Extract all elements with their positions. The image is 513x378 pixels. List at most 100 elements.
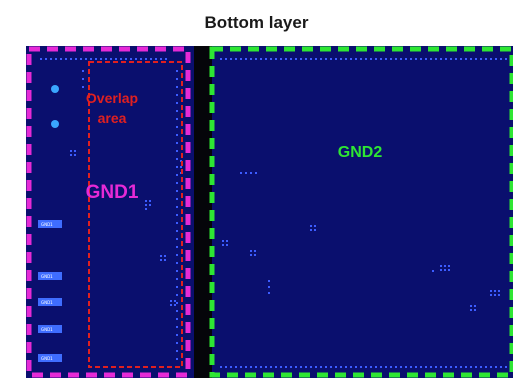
via-dot [360,58,362,60]
via-dot [270,58,272,60]
via-dot [440,265,442,267]
via-dot [55,58,57,60]
via-dot [314,225,316,227]
via-dot [226,244,228,246]
via-dot [70,58,72,60]
via-dot [494,290,496,292]
via-dot [65,58,67,60]
via-dot [95,58,97,60]
via-dot [75,58,77,60]
via-dot [290,58,292,60]
pad-label: GND1 [41,274,53,279]
via-dot [250,172,252,174]
via-dot [176,222,178,224]
via-dot [365,58,367,60]
via-dot [505,366,507,368]
via-dot [225,58,227,60]
via-dot [415,366,417,368]
via-dot [500,58,502,60]
via-dot [448,265,450,267]
gnd1-boundary [26,46,191,378]
via-dot [176,230,178,232]
via-dot [240,172,242,174]
via-dot [176,246,178,248]
via-dot [180,166,182,168]
via-dot [485,366,487,368]
via-dot [470,366,472,368]
pad-icon [38,298,62,306]
via-dot [425,366,427,368]
via-dot [250,254,252,256]
pad-icon [38,325,62,333]
via-dot [448,269,450,271]
via-dot [430,58,432,60]
via-dot [340,58,342,60]
via-dot [505,58,507,60]
via-dot [82,86,84,88]
via-dot [265,58,267,60]
via-dot [245,58,247,60]
pad-icon [38,220,62,228]
via-dot [82,78,84,80]
via-dot [465,366,467,368]
via-dot [310,225,312,227]
via-dot [470,305,472,307]
via-dot [176,118,178,120]
via-dot [375,58,377,60]
via-dot [45,58,47,60]
via-dot [440,58,442,60]
via-dot [176,334,178,336]
via-dot [176,214,178,216]
via-dot [270,366,272,368]
via-dot [176,78,178,80]
via-dot [480,366,482,368]
via-dot [395,58,397,60]
via-dot [330,58,332,60]
via-dot [285,58,287,60]
via-dot [176,318,178,320]
via-dot [440,269,442,271]
via-dot [176,70,178,72]
via-dot [280,366,282,368]
via-dot [240,58,242,60]
via-dot [176,110,178,112]
via-dot [490,294,492,296]
via-dot [174,304,176,306]
via-dot [176,182,178,184]
via-dot [255,58,257,60]
pad-label: GND1 [41,327,53,332]
via-dot [460,58,462,60]
via-dot [230,366,232,368]
via-dot [290,366,292,368]
via-dot [320,58,322,60]
via-dot [105,58,107,60]
via-dot [130,58,132,60]
via-dot [385,58,387,60]
via-dot [295,58,297,60]
via-dot [74,154,76,156]
via-dot [315,366,317,368]
via-dot [470,309,472,311]
pad-label: GND1 [41,300,53,305]
via-dot [174,300,176,302]
pad-icon [38,272,62,280]
via-dot [405,366,407,368]
via-dot [82,70,84,72]
via-dot [135,58,137,60]
via-dot [220,366,222,368]
via-dot [125,58,127,60]
via-dot [360,366,362,368]
via-dot [495,366,497,368]
gnd2-boundary [209,46,513,378]
via-dot [149,200,151,202]
via-dot [310,366,312,368]
via-dot [420,58,422,60]
via-dot [474,309,476,311]
via-dot [250,250,252,252]
via-dot [335,58,337,60]
via-dot [164,259,166,261]
via-dot [275,58,277,60]
via-dot [415,58,417,60]
via-dot [176,174,178,176]
